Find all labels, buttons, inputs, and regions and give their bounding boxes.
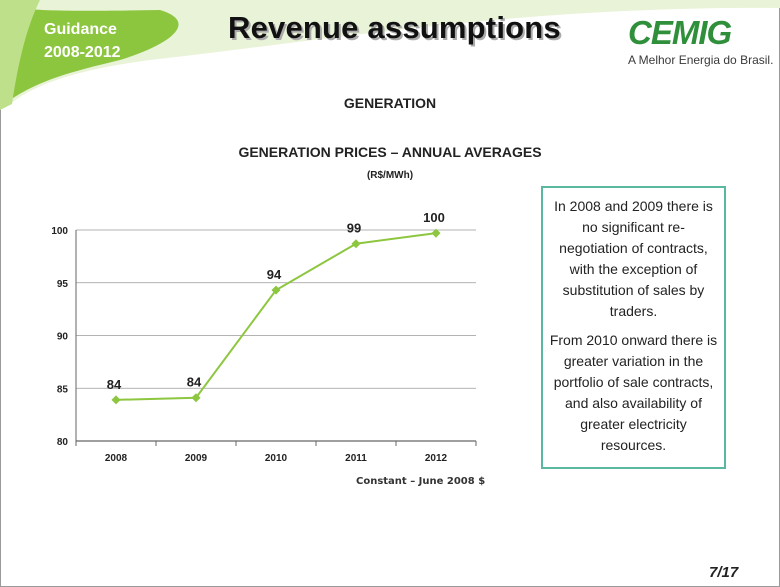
y-tick-label: 85	[57, 384, 69, 395]
series-line	[115, 232, 437, 401]
cemig-logo: CEMIG A Melhor Energia do Brasil.	[628, 14, 773, 70]
logo-wordmark: CEMIG	[628, 14, 732, 51]
data-label: 100	[423, 210, 445, 225]
y-tick-label: 95	[57, 279, 69, 290]
section-label: Guidance 2008-2012	[44, 18, 121, 64]
note-box: In 2008 and 2009 there is no significant…	[541, 186, 726, 469]
data-label: 94	[267, 267, 282, 282]
y-tick-label: 100	[51, 226, 68, 237]
x-tick-label: 2008	[105, 453, 128, 464]
price-line-chart: 80 85 90 95 100 2008 2009 2010 2011 2012 84 84 94 99 1…	[51, 210, 477, 464]
y-tick-label: 90	[57, 332, 69, 343]
data-label: 99	[347, 221, 361, 236]
logo-tagline: A Melhor Energia do Brasil.	[628, 53, 774, 67]
chart-subtitle: (R$/MWh)	[366, 170, 414, 181]
section-heading: GENERATION	[343, 95, 437, 111]
y-tick-label: 80	[57, 437, 69, 448]
note-paragraph-1: In 2008 and 2009 there is no significant…	[554, 198, 713, 319]
data-point	[111, 395, 121, 405]
data-label: 84	[187, 375, 202, 390]
chart-title: GENERATION PRICES – ANNUAL AVERAGES	[238, 144, 542, 160]
note-paragraph-2: From 2010 onward there is greater variat…	[549, 332, 718, 453]
page-number: 7/17	[709, 564, 739, 581]
section-label-line1: Guidance	[44, 21, 117, 38]
x-tick-label: 2012	[425, 453, 448, 464]
x-tick-label: 2011	[345, 453, 367, 464]
x-tick-label: 2010	[265, 453, 288, 464]
data-label: 84	[107, 377, 122, 392]
data-point	[351, 239, 361, 249]
page-title: Revenue assumptions	[228, 10, 561, 45]
section-label-line2: 2008-2012	[44, 44, 121, 61]
header-banner	[0, 0, 780, 110]
x-tick-label: 2009	[185, 453, 208, 464]
currency-footnote: Constant – June 2008 $	[356, 476, 486, 487]
